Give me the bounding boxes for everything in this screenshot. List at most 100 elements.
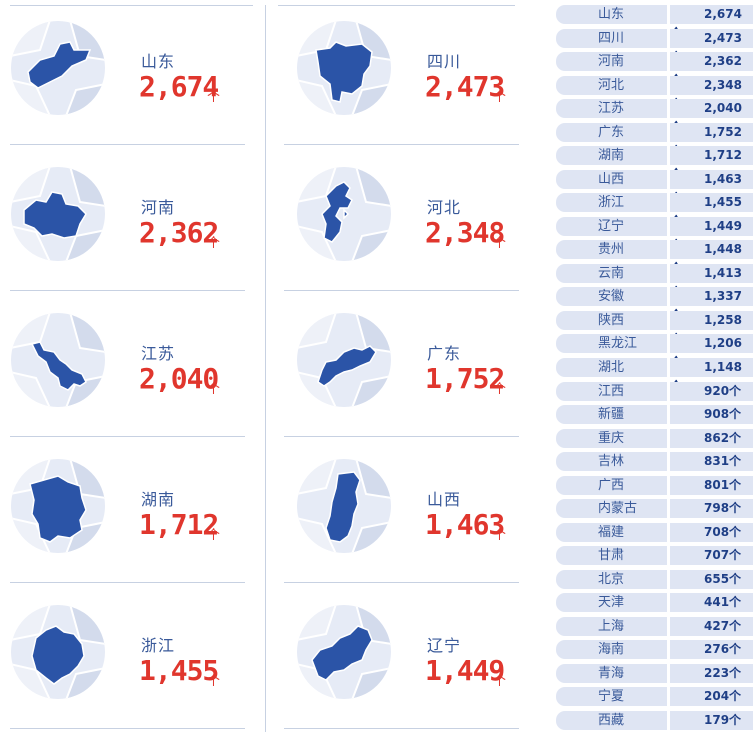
province-card: 河南 2,362 个	[10, 166, 260, 290]
row-count: 1,148个	[670, 358, 753, 393]
province-card: 辽宁 1,449 个	[296, 604, 546, 728]
row-province: 海南	[556, 640, 667, 660]
row-count: 1,337个	[670, 287, 753, 322]
province-count: 2,362	[139, 216, 219, 249]
row-count: 1,448个	[670, 240, 753, 275]
province-name: 广东	[427, 344, 462, 363]
table-row: 内蒙古 798个	[556, 499, 753, 519]
row-count: 276个	[670, 640, 753, 660]
row-province: 山东	[556, 5, 667, 24]
province-shape	[29, 475, 87, 543]
province-map-icon	[11, 459, 105, 553]
province-count: 2,473	[425, 70, 505, 103]
table-row: 贵州1,448个	[556, 240, 753, 275]
province-shape	[31, 625, 85, 685]
row-province: 内蒙古	[556, 499, 667, 519]
divider	[10, 144, 245, 145]
table-row: 甘肃 707个	[556, 546, 753, 566]
province-count: 1,463	[425, 508, 505, 541]
table-row: 江西 920个	[556, 381, 753, 401]
row-province: 黑龙江	[556, 334, 667, 354]
row-province: 吉林	[556, 452, 667, 472]
row-province: 广东	[556, 122, 667, 142]
province-card: 湖南 1,712 个	[10, 458, 260, 582]
row-count: 655个	[670, 569, 753, 589]
divider	[284, 144, 519, 145]
table-row: 云南1,413个	[556, 263, 753, 299]
row-count: 1,258个	[670, 310, 753, 346]
province-count: 2,674	[139, 70, 219, 103]
province-map-icon	[11, 21, 105, 115]
table-row: 重庆 862个	[556, 428, 753, 448]
divider	[284, 582, 519, 583]
row-count: 831个	[670, 452, 753, 472]
row-province: 四川	[556, 28, 667, 48]
count-unit: 个	[207, 90, 221, 105]
row-province: 陕西	[556, 310, 667, 330]
province-name: 四川	[427, 52, 462, 71]
row-province: 广西	[556, 475, 667, 495]
row-province: 重庆	[556, 428, 667, 448]
row-province: 辽宁	[556, 216, 667, 236]
divider	[10, 728, 245, 729]
table-row: 西藏 179个	[556, 710, 753, 730]
row-province: 山西	[556, 169, 667, 189]
province-count: 1,455	[139, 654, 219, 687]
divider	[10, 582, 245, 583]
row-province: 江苏	[556, 99, 667, 119]
count-unit: 个	[493, 528, 507, 543]
row-province: 湖北	[556, 358, 667, 377]
province-card: 广东 1,752 个	[296, 312, 546, 436]
province-map-icon	[297, 459, 391, 553]
province-count: 2,348	[425, 216, 505, 249]
province-name: 江苏	[141, 344, 176, 363]
count-unit: 个	[207, 382, 221, 397]
province-name: 湖南	[141, 490, 176, 509]
table-row: 安徽1,337个	[556, 287, 753, 322]
count-unit: 个	[207, 236, 221, 251]
row-count: 708个	[670, 522, 753, 542]
province-card: 河北 2,348 个	[296, 166, 546, 290]
province-name: 山西	[427, 490, 462, 509]
table-row: 陕西1,258个	[556, 310, 753, 346]
table-row: 新疆 908个	[556, 405, 753, 424]
row-count: 204个	[670, 687, 753, 707]
row-province: 贵州	[556, 240, 667, 260]
row-province: 天津	[556, 593, 667, 613]
province-name: 河南	[141, 198, 176, 217]
table-row: 上海 427个	[556, 616, 753, 636]
divider	[284, 436, 519, 437]
row-province: 云南	[556, 263, 667, 283]
row-province: 西藏	[556, 710, 667, 730]
table-row: 海南 276个	[556, 640, 753, 660]
row-province: 上海	[556, 616, 667, 636]
province-card: 江苏 2,040 个	[10, 312, 260, 436]
table-row: 天津 441个	[556, 593, 753, 613]
table-row: 吉林 831个	[556, 452, 753, 472]
row-province: 福建	[556, 522, 667, 542]
province-map-icon	[297, 167, 391, 261]
province-name: 山东	[141, 52, 176, 71]
province-shape	[30, 341, 87, 391]
province-map-icon	[297, 21, 391, 115]
row-count: 441个	[670, 593, 753, 613]
row-province: 湖南	[556, 146, 667, 166]
row-province: 甘肃	[556, 546, 667, 566]
row-province: 北京	[556, 569, 667, 589]
province-card: 山西 1,463 个	[296, 458, 546, 582]
row-count: 707个	[670, 546, 753, 566]
row-count: 427个	[670, 616, 753, 636]
row-province: 河南	[556, 52, 667, 72]
row-province: 青海	[556, 663, 667, 683]
